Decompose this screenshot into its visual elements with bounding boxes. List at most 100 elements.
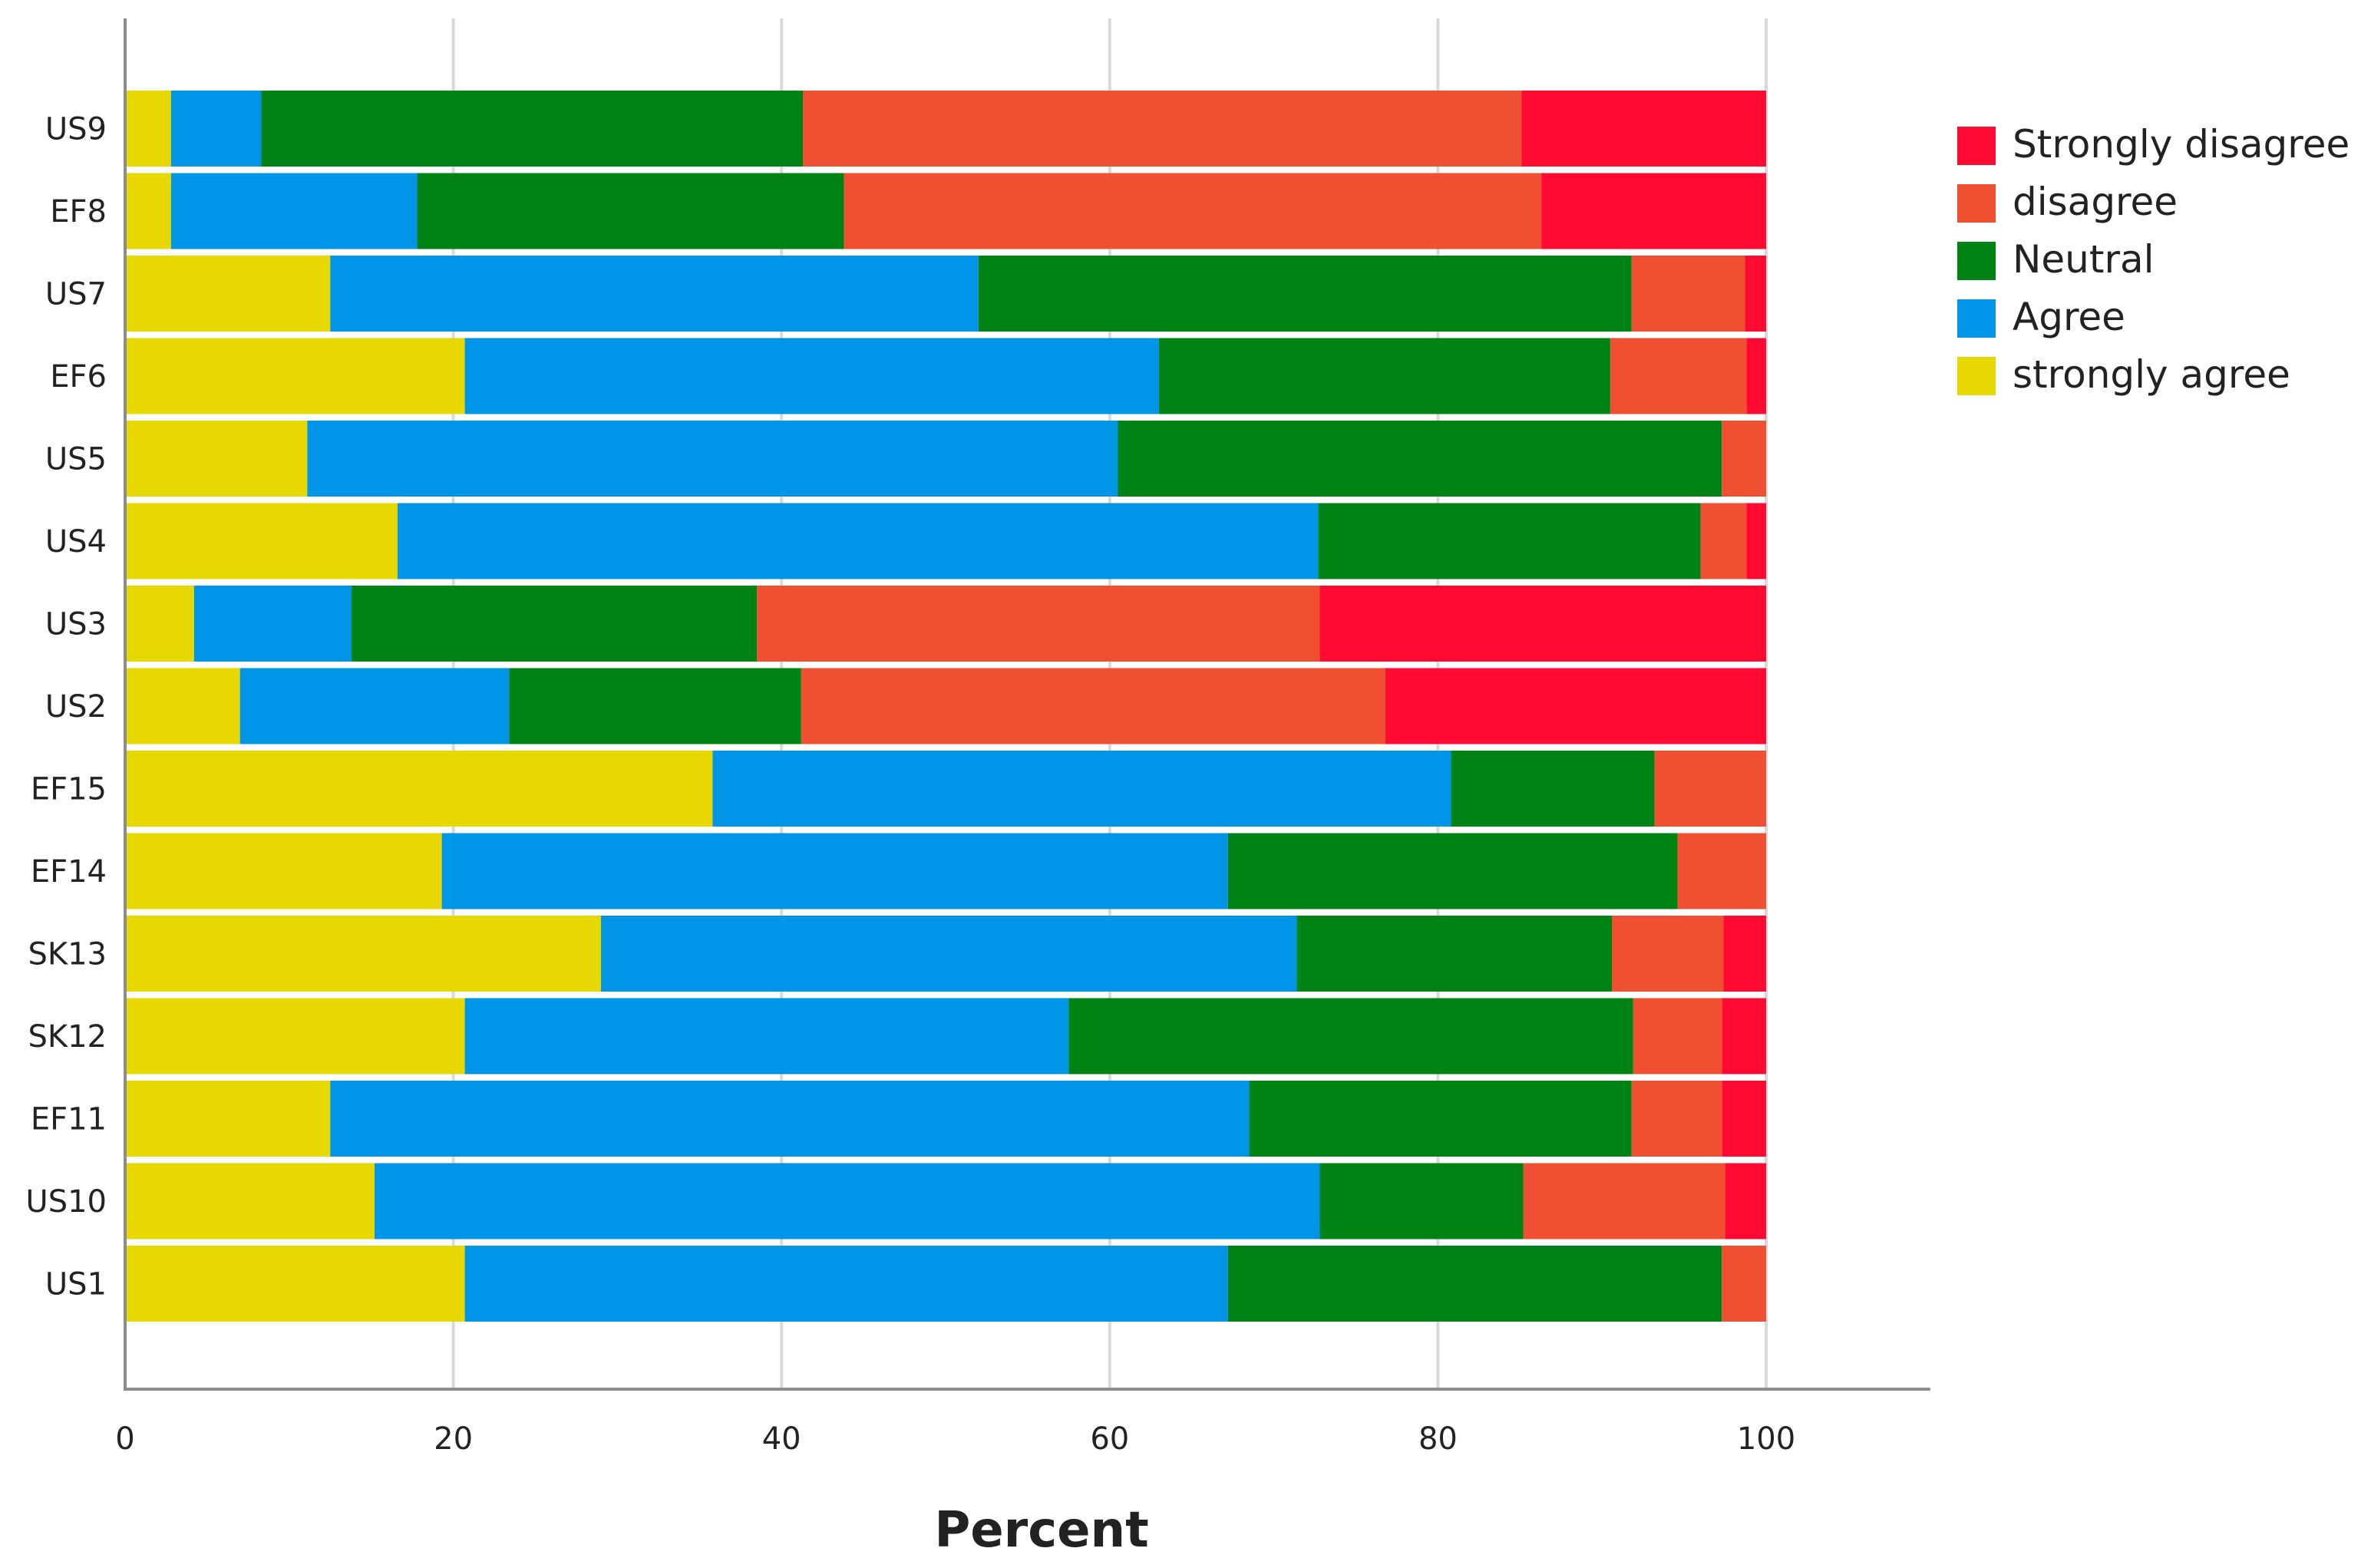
bar-us2-neutral [509, 668, 801, 744]
category-label-ef6: EF6 [50, 359, 107, 394]
bar-ef8-agree [170, 173, 418, 249]
bar-us2-agree [239, 668, 510, 744]
bars [125, 91, 1766, 1322]
category-label-us9: US9 [45, 112, 107, 147]
bar-us10-strongly-agree [125, 1163, 375, 1240]
bar-us10-agree [374, 1163, 1320, 1240]
category-label-us5: US5 [45, 442, 107, 477]
bar-sk12-agree [464, 998, 1069, 1074]
bar-ef6-disagree [1610, 338, 1747, 414]
legend-swatch-strongly-disagree [1957, 127, 1996, 165]
bar-ef6-strongly-disagree [1746, 338, 1766, 414]
bar-ef6-strongly-agree [125, 338, 465, 414]
bar-ef11-strongly-disagree [1722, 1081, 1766, 1157]
bar-sk12-strongly-disagree [1722, 998, 1766, 1074]
bar-sk13-strongly-disagree [1723, 916, 1766, 992]
bar-us7-disagree [1631, 256, 1745, 332]
x-tick-label-0: 0 [115, 1421, 134, 1457]
bar-us4-agree [397, 503, 1319, 579]
x-axis-title: Percent [934, 1502, 1148, 1559]
bar-us1-strongly-agree [125, 1246, 465, 1322]
category-label-us3: US3 [45, 607, 107, 642]
bar-ef8-strongly-disagree [1541, 173, 1766, 249]
bar-ef15-strongly-agree [125, 751, 713, 827]
bar-ef8-neutral [417, 173, 844, 249]
category-label-us2: US2 [45, 689, 107, 725]
category-label-sk12: SK12 [28, 1019, 107, 1055]
bar-us7-neutral [978, 256, 1632, 332]
bar-us10-neutral [1319, 1163, 1524, 1240]
x-tick-label-60: 60 [1090, 1421, 1129, 1457]
category-label-ef15: EF15 [31, 772, 107, 807]
bar-us4-neutral [1318, 503, 1701, 579]
bar-us9-disagree [802, 91, 1522, 167]
bar-ef15-neutral [1451, 751, 1655, 827]
bar-us5-agree [307, 421, 1118, 497]
bar-us4-disagree [1700, 503, 1747, 579]
x-tick-label-100: 100 [1737, 1421, 1795, 1457]
bar-ef8-disagree [844, 173, 1542, 249]
bar-ef14-strongly-agree [125, 833, 442, 909]
bar-ef15-agree [712, 751, 1451, 827]
legend-label-strongly-disagree: Strongly disagree [2013, 122, 2349, 167]
bar-us2-disagree [801, 668, 1385, 744]
bar-ef6-agree [464, 338, 1159, 414]
category-label-ef14: EF14 [31, 854, 107, 890]
bar-sk13-neutral [1296, 916, 1613, 992]
bar-sk13-strongly-agree [125, 916, 602, 992]
bar-us5-neutral [1118, 421, 1722, 497]
bar-ef8-strongly-agree [125, 173, 171, 249]
bar-us2-strongly-agree [125, 668, 240, 744]
x-tick-label-80: 80 [1418, 1421, 1458, 1457]
bar-us9-neutral [261, 91, 803, 167]
bar-ef14-agree [441, 833, 1228, 909]
category-label-us4: US4 [45, 524, 107, 560]
bar-us1-neutral [1227, 1246, 1722, 1322]
bar-us1-disagree [1722, 1246, 1766, 1322]
bar-us3-neutral [352, 586, 758, 662]
legend-swatch-agree [1957, 299, 1996, 338]
category-label-ef11: EF11 [31, 1102, 107, 1137]
bar-us3-strongly-disagree [1319, 586, 1766, 662]
legend-swatch-disagree [1957, 184, 1996, 223]
axis-labels: 0 20 40 60 80 100 US9 EF8 US7 EF6 US5 US4 US3 US2 EF15… [25, 112, 1795, 1457]
bar-us9-strongly-agree [125, 91, 171, 167]
legend-label-neutral: Neutral [2013, 237, 2155, 282]
bar-us10-strongly-disagree [1725, 1163, 1766, 1240]
bar-us9-strongly-disagree [1521, 91, 1766, 167]
category-label-us10: US10 [25, 1184, 107, 1220]
bar-us1-agree [464, 1246, 1228, 1322]
bar-us10-disagree [1523, 1163, 1725, 1240]
bar-us3-disagree [757, 586, 1320, 662]
bar-ef14-neutral [1227, 833, 1678, 909]
bar-us4-strongly-agree [125, 503, 398, 579]
bar-sk13-disagree [1612, 916, 1724, 992]
category-label-ef8: EF8 [50, 194, 107, 229]
legend-label-strongly-agree: strongly agree [2013, 352, 2290, 397]
bar-sk13-agree [601, 916, 1297, 992]
bar-us7-strongly-agree [125, 256, 331, 332]
bar-us7-strongly-disagree [1745, 256, 1766, 332]
bar-us9-agree [170, 91, 262, 167]
legend-label-disagree: disagree [2013, 180, 2178, 224]
legend-label-agree: Agree [2013, 295, 2125, 339]
bar-ef14-disagree [1677, 833, 1766, 909]
legend-swatch-strongly-agree [1957, 357, 1996, 395]
axes [124, 18, 1930, 1391]
legend: Strongly disagree disagree Neutral Agree str… [1957, 122, 2349, 397]
bar-ef6-neutral [1158, 338, 1610, 414]
bar-ef11-disagree [1631, 1081, 1722, 1157]
bar-ef11-agree [330, 1081, 1250, 1157]
bar-us5-strongly-agree [125, 421, 308, 497]
bar-ef11-strongly-agree [125, 1081, 331, 1157]
x-tick-label-20: 20 [434, 1421, 473, 1457]
bar-sk12-neutral [1068, 998, 1633, 1074]
bar-ef15-disagree [1654, 751, 1766, 827]
category-label-sk13: SK13 [28, 937, 107, 972]
category-label-us7: US7 [45, 277, 107, 312]
x-tick-label-40: 40 [762, 1421, 801, 1457]
bar-sk12-strongly-agree [125, 998, 465, 1074]
bar-us3-agree [193, 586, 352, 662]
legend-swatch-neutral [1957, 242, 1996, 280]
